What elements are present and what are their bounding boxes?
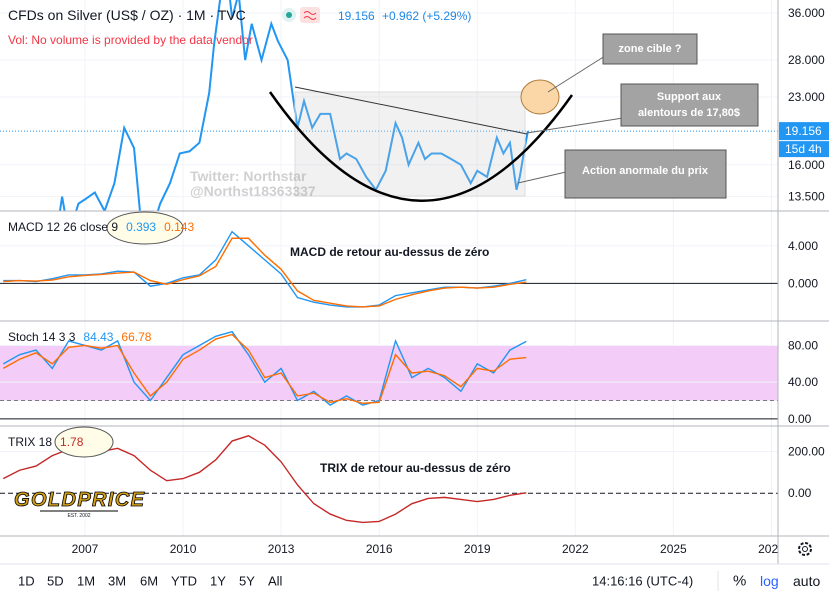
- range-button[interactable]: 1Y: [210, 574, 226, 589]
- indicator-value: 66.78: [121, 330, 151, 344]
- note: MACD de retour au-dessus de zéro: [290, 245, 489, 259]
- x-tick-label: 2022: [562, 542, 589, 556]
- callout-line: [526, 117, 624, 134]
- callout-text: Action anormale du prix: [582, 165, 709, 177]
- callout-text: alentours de 17,80$: [638, 107, 740, 119]
- watermark: Twitter: Northstar: [190, 168, 307, 184]
- indicator-value: 0.393: [126, 220, 156, 234]
- callout-text: zone cible ?: [619, 43, 682, 55]
- settings-icon[interactable]: [802, 546, 808, 552]
- series-group: [58, 0, 529, 211]
- countdown-label: 15d 4h: [785, 142, 822, 156]
- zone-rect: [294, 91, 526, 197]
- y-tick-label: 23.000: [788, 90, 825, 104]
- series-group: [3, 230, 527, 308]
- logo: GOLDPRICE: [14, 489, 145, 511]
- status-icon: [300, 7, 320, 23]
- axes: 2007 2010 2013 2016 2019 2022 2025 2028 13.500 16…: [8, 6, 829, 556]
- series-group: [2, 330, 527, 406]
- indicator-value: 0.143: [164, 220, 194, 234]
- scale-button[interactable]: auto: [793, 573, 820, 589]
- range-button[interactable]: 6M: [140, 574, 158, 589]
- note: TRIX de retour au-dessus de zéro: [320, 461, 511, 475]
- settings-icon[interactable]: [798, 542, 812, 556]
- y-tick-label: 4.000: [788, 239, 818, 253]
- range-button[interactable]: 1D: [18, 574, 35, 589]
- y-tick-label: 80.00: [788, 338, 818, 352]
- y-tick-label: 0.00: [788, 412, 812, 426]
- last-price-label: 19.156: [785, 124, 822, 138]
- indicator-title: MACD 12 26 close 9: [8, 220, 118, 234]
- trend-line: [294, 86, 528, 135]
- indicator-value: 1.78: [60, 435, 84, 449]
- callout-box: [564, 149, 727, 199]
- y-tick-label: 36.000: [788, 6, 825, 20]
- series-line: [3, 237, 527, 308]
- chart-title: CFDs on Silver (US$ / OZ) · 1M · TVC: [8, 7, 246, 23]
- header-change: +0.962 (+5.29%): [382, 9, 471, 23]
- status-icon: [286, 12, 292, 18]
- callout-box: [602, 33, 698, 65]
- x-tick-label: 2007: [72, 542, 99, 556]
- highlight-ellipse: [54, 426, 114, 458]
- grid: [0, 0, 778, 536]
- indicator-title: TRIX 18: [8, 435, 52, 449]
- range-button[interactable]: 1M: [77, 574, 95, 589]
- countdown-box: [779, 141, 829, 158]
- clock: 14:16:16 (UTC-4): [592, 574, 693, 589]
- x-tick-label: 2019: [464, 542, 491, 556]
- target-ellipse: [520, 79, 560, 115]
- range-button[interactable]: 5Y: [239, 574, 255, 589]
- y-tick-label: 0.00: [788, 486, 812, 500]
- logo-tagline: EST. 2002: [67, 513, 90, 519]
- y-tick-label: 40.00: [788, 375, 818, 389]
- range-button[interactable]: YTD: [171, 574, 197, 589]
- y-tick-label: 13.500: [788, 190, 825, 204]
- y-tick-label: 16.000: [788, 158, 825, 172]
- callout-box: [620, 83, 759, 127]
- y-tick-label: 28.000: [788, 53, 825, 67]
- range-button[interactable]: 5D: [47, 574, 64, 589]
- scale-button[interactable]: %: [733, 573, 746, 590]
- series-line: [58, 0, 529, 211]
- header-price: 19.156: [338, 9, 375, 23]
- callout-line: [517, 171, 567, 184]
- range-button[interactable]: All: [268, 574, 283, 589]
- last-price-box: [779, 122, 829, 141]
- series-line: [3, 230, 527, 308]
- x-tick-label: 2016: [366, 542, 393, 556]
- x-tick-label: 2013: [268, 542, 295, 556]
- y-tick-label: 0.000: [788, 276, 818, 290]
- watermark: @Northst18363337: [190, 183, 316, 199]
- indicator-value: 84.43: [83, 330, 113, 344]
- cup-curve: [268, 91, 574, 202]
- x-tick-label: 2010: [170, 542, 197, 556]
- x-tick-label: 2025: [660, 542, 687, 556]
- series-line: [2, 333, 527, 404]
- scale-button[interactable]: log: [760, 573, 779, 589]
- range-button[interactable]: 3M: [108, 574, 126, 589]
- plot: [0, 0, 778, 524]
- status-icon: [303, 11, 317, 20]
- chart-subtitle: Vol: No volume is provided by the data v…: [8, 33, 253, 47]
- y-tick-label: 200.00: [788, 444, 825, 458]
- highlight-ellipse: [106, 211, 184, 245]
- indicator-title: Stoch 14 3 3: [8, 330, 76, 344]
- x-tick-label: 2028: [758, 542, 785, 556]
- callout-line: [547, 55, 606, 93]
- callout-text: Support aux: [657, 91, 722, 103]
